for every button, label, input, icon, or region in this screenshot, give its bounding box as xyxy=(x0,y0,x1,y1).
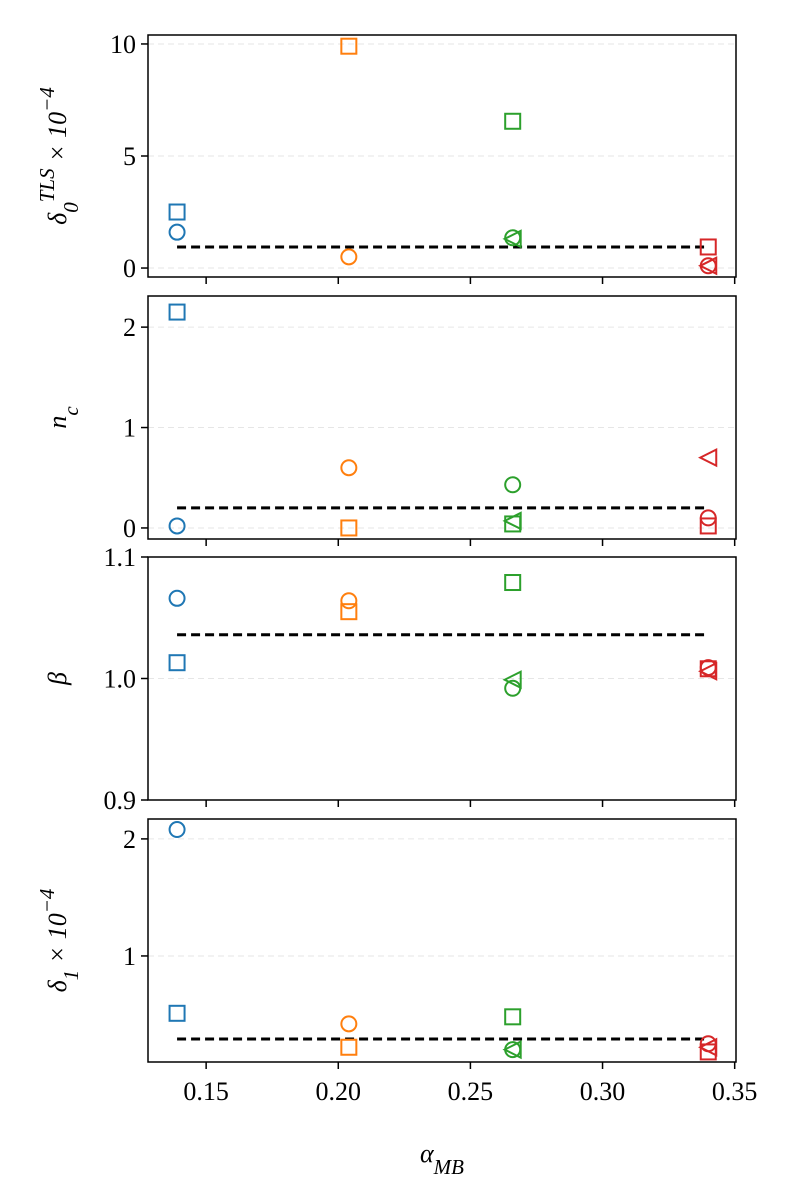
circle-marker xyxy=(168,821,186,839)
square-marker xyxy=(168,203,186,221)
label-part: −4 xyxy=(35,888,59,913)
label-part: 1 xyxy=(59,970,83,981)
y-axis-label: nc xyxy=(43,406,83,429)
circle-marker xyxy=(340,1015,358,1033)
plot-frame xyxy=(147,556,737,801)
square-marker xyxy=(168,1004,186,1022)
circle-marker xyxy=(504,476,522,494)
plot-frame xyxy=(147,34,737,278)
square-marker xyxy=(504,112,522,130)
label-part: δ xyxy=(43,979,72,992)
label-part: c xyxy=(59,406,83,416)
label-part: MB xyxy=(433,1155,464,1179)
y-tick-label: 0 xyxy=(123,514,136,543)
triangle-marker xyxy=(502,229,522,249)
label-part: × 10 xyxy=(43,913,72,970)
plot-frame xyxy=(147,295,737,540)
y-tick-label: 2 xyxy=(123,313,136,342)
y-tick-label: 1.0 xyxy=(104,665,137,694)
y-tick-label: 0.9 xyxy=(104,786,137,815)
triangle-marker xyxy=(698,1037,718,1057)
square-marker xyxy=(168,303,186,321)
triangle-marker xyxy=(698,448,718,468)
circle-marker xyxy=(168,589,186,607)
plot-frame xyxy=(147,818,737,1063)
label-part: × 10 xyxy=(43,112,72,169)
square-marker xyxy=(340,1038,358,1056)
x-tick-label: 0.20 xyxy=(316,1077,362,1106)
y-axis-label: β xyxy=(43,672,72,686)
triangle-marker xyxy=(698,256,718,276)
triangle-marker xyxy=(502,1039,522,1060)
square-marker xyxy=(340,37,358,55)
square-marker xyxy=(340,519,358,537)
circle-marker xyxy=(168,517,186,535)
y-tick-label: 1 xyxy=(123,942,136,971)
square-marker xyxy=(340,603,358,621)
label-part: δ xyxy=(43,212,72,225)
circle-marker xyxy=(699,509,717,527)
circle-marker xyxy=(168,223,186,241)
x-tick-label: 0.25 xyxy=(448,1077,494,1106)
label-part: β xyxy=(43,672,72,686)
square-marker xyxy=(504,1008,522,1026)
label-part: −4 xyxy=(35,87,59,112)
label-part: TLS xyxy=(35,168,59,202)
y-axis-label: δ1 × 10−4 xyxy=(35,888,83,992)
y-tick-label: 5 xyxy=(123,142,136,171)
y-tick-label: 0 xyxy=(123,254,136,283)
x-tick-label: 0.15 xyxy=(183,1077,229,1106)
triangle-marker xyxy=(502,670,522,690)
square-marker xyxy=(504,574,522,592)
y-tick-label: 10 xyxy=(110,30,136,59)
y-tick-label: 2 xyxy=(123,825,136,854)
label-part: n xyxy=(43,416,72,429)
x-tick-label: 0.30 xyxy=(580,1077,626,1106)
circle-marker xyxy=(504,1041,522,1059)
label-part: α xyxy=(420,1139,435,1168)
y-axis-label: δ0TLS × 10−4 xyxy=(35,87,83,225)
y-tick-label: 1.1 xyxy=(104,543,137,572)
triangle-marker xyxy=(502,511,522,531)
square-marker xyxy=(168,654,186,672)
triangle-marker xyxy=(698,661,718,681)
label-part: 0 xyxy=(59,202,83,213)
square-marker xyxy=(699,517,717,535)
circle-marker xyxy=(340,459,358,477)
y-tick-label: 1 xyxy=(123,414,136,443)
circle-marker xyxy=(340,248,358,266)
x-axis-label: αMB xyxy=(420,1139,464,1179)
square-marker xyxy=(699,238,717,256)
circle-marker xyxy=(340,592,358,610)
x-tick-label: 0.35 xyxy=(712,1077,758,1106)
circle-marker xyxy=(699,257,717,275)
